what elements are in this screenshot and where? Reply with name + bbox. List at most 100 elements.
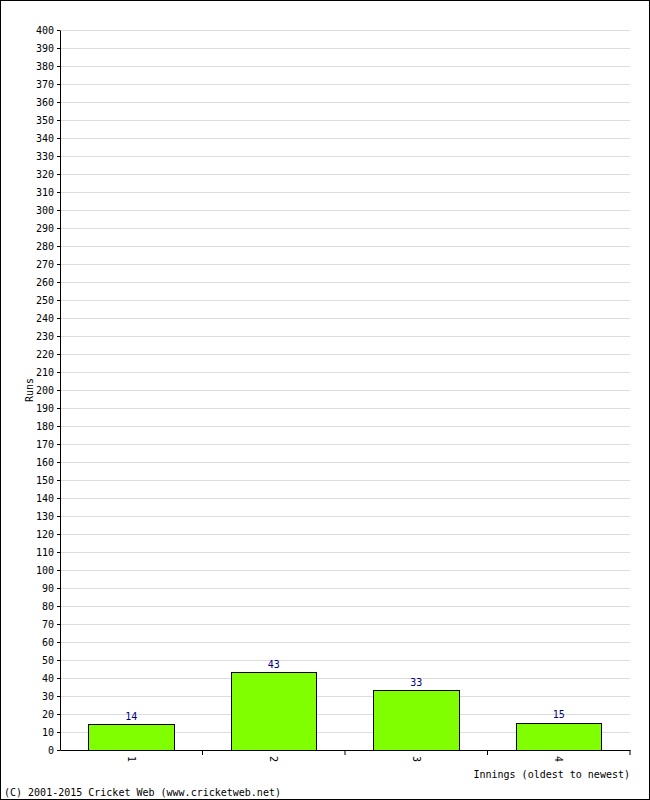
grid-line [60,372,630,373]
y-tick-label: 10 [42,727,54,738]
y-tick: 200 [36,385,60,396]
y-tick-mark [57,300,60,301]
y-tick-mark [57,498,60,499]
y-tick: 210 [36,367,60,378]
y-tick-mark [57,102,60,103]
y-tick-label: 180 [36,421,54,432]
y-tick: 140 [36,493,60,504]
y-tick-mark [57,714,60,715]
bar [516,723,602,750]
grid-line [60,696,630,697]
y-tick-label: 390 [36,43,54,54]
y-tick: 270 [36,259,60,270]
y-tick-label: 70 [42,619,54,630]
y-tick-label: 150 [36,475,54,486]
grid-line [60,318,630,319]
y-tick-label: 360 [36,97,54,108]
y-tick: 260 [36,277,60,288]
y-tick-mark [57,318,60,319]
y-tick-mark [57,138,60,139]
y-tick-mark [57,282,60,283]
y-tick-mark [57,444,60,445]
y-tick: 170 [36,439,60,450]
y-tick-mark [57,120,60,121]
grid-line [60,66,630,67]
y-tick-label: 240 [36,313,54,324]
y-tick: 230 [36,331,60,342]
y-tick-label: 400 [36,25,54,36]
y-tick: 360 [36,97,60,108]
x-axis-title: Innings (oldest to newest) [473,769,630,780]
y-tick: 400 [36,25,60,36]
y-tick: 350 [36,115,60,126]
grid-line [60,138,630,139]
y-tick: 340 [36,133,60,144]
bar [231,673,317,750]
y-tick: 330 [36,151,60,162]
y-tick: 390 [36,43,60,54]
y-axis-line [60,31,61,751]
y-tick-mark [57,480,60,481]
y-tick-mark [57,696,60,697]
y-tick-label: 350 [36,115,54,126]
y-axis: 0102030405060708090100110120130140150160… [36,25,61,756]
grid-line [60,714,630,715]
data-label: 14 [125,711,137,722]
y-tick-label: 60 [42,637,54,648]
frame [1,1,650,800]
y-tick-mark [57,462,60,463]
x-tick-label: 2 [268,756,279,762]
y-tick-mark [57,534,60,535]
y-tick-label: 90 [42,583,54,594]
y-tick: 130 [36,511,60,522]
y-tick-mark [57,642,60,643]
y-tick-mark [57,516,60,517]
data-label: 15 [553,709,565,720]
y-tick: 10 [42,727,60,738]
grid-line [60,282,630,283]
grid-line [60,408,630,409]
y-tick: 180 [36,421,60,432]
band-separator [345,750,346,755]
y-tick-label: 260 [36,277,54,288]
y-tick-mark [57,606,60,607]
y-tick: 60 [42,637,60,648]
grid-line [60,174,630,175]
grid-line [60,156,630,157]
grid-line [60,102,630,103]
grid-line [60,588,630,589]
y-tick-label: 120 [36,529,54,540]
y-tick: 380 [36,61,60,72]
grid-line [60,120,630,121]
y-tick: 240 [36,313,60,324]
y-tick-label: 280 [36,241,54,252]
y-tick-mark [57,426,60,427]
y-tick-mark [57,228,60,229]
y-tick-mark [57,156,60,157]
grid-line [60,660,630,661]
plot: 0102030405060708090100110120130140150160… [36,25,631,762]
bar [89,725,175,750]
y-tick-label: 210 [36,367,54,378]
y-tick-mark [57,336,60,337]
grid-line [60,300,630,301]
grid-line [60,624,630,625]
y-tick-label: 340 [36,133,54,144]
data-label: 43 [268,659,280,670]
grid-line [60,210,630,211]
y-tick: 50 [42,655,60,666]
grid-line [60,336,630,337]
y-tick-mark [57,264,60,265]
y-tick: 80 [42,601,60,612]
y-tick: 290 [36,223,60,234]
y-tick-mark [57,732,60,733]
y-tick-mark [57,192,60,193]
grid-line [60,678,630,679]
y-tick-mark [57,750,60,751]
y-tick-mark [57,678,60,679]
y-tick-label: 310 [36,187,54,198]
grid-line [60,552,630,553]
x-tick-label: 1 [126,756,137,762]
y-tick-label: 50 [42,655,54,666]
y-tick-label: 130 [36,511,54,522]
